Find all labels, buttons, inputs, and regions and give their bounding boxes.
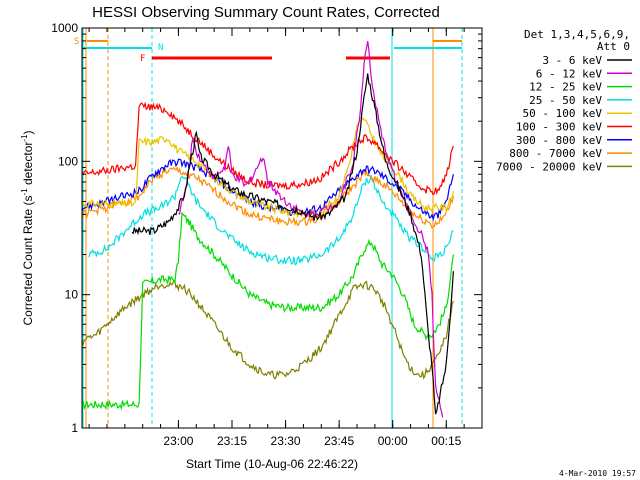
x-tick-label: 00:15 <box>431 434 461 448</box>
x-tick-label: 00:00 <box>378 434 408 448</box>
legend-label-0: 3 - 6 keV <box>542 54 602 67</box>
series-group <box>81 41 454 418</box>
legend-header-line2: Att 0 <box>597 40 630 53</box>
legend-label-6: 300 - 800 keV <box>516 134 602 147</box>
legend-label-7: 800 - 7000 keV <box>509 147 602 160</box>
legend-label-3: 25 - 50 keV <box>529 94 602 107</box>
x-axis-label: Start Time (10-Aug-06 22:46:22) <box>186 457 358 471</box>
legend-header-line1: Det 1,3,4,5,6,9, <box>524 28 630 41</box>
x-tick-label: 23:00 <box>163 434 193 448</box>
x-tick-label: 23:45 <box>324 434 354 448</box>
series-line-3 <box>88 174 454 266</box>
flag-label-f: F <box>140 54 145 64</box>
series-line-6 <box>81 158 454 222</box>
flag-label-s: S <box>74 37 79 47</box>
flag-label-n: N <box>158 43 163 53</box>
chart-title: HESSI Observing Summary Count Rates, Cor… <box>92 4 440 21</box>
legend-label-4: 50 - 100 keV <box>523 107 603 120</box>
y-axis-label: Corrected Count Rate (s-1 detector-1) <box>20 130 35 325</box>
legend-label-2: 12 - 25 keV <box>529 81 602 94</box>
observing-flags: S N F <box>74 28 463 428</box>
series-line-7 <box>81 166 454 229</box>
date-stamp: 4-Mar-2010 19:57 <box>559 469 636 478</box>
plot-frame <box>81 27 483 429</box>
series-line-0 <box>131 73 454 415</box>
y-tick-label: 1000 <box>51 21 78 35</box>
legend-label-1: 6 - 12 keV <box>536 67 603 80</box>
series-line-8 <box>81 279 454 380</box>
x-tick-label: 23:30 <box>271 434 301 448</box>
legend-label-8: 7000 - 20000 keV <box>496 160 602 173</box>
y-tick-label: 100 <box>58 154 78 168</box>
y-tick-label: 10 <box>65 288 79 302</box>
x-axis: 23:00 23:15 23:30 23:45 00:00 00:15 <box>88 28 483 448</box>
series-line-2 <box>81 211 454 411</box>
series-line-5 <box>81 101 454 196</box>
y-tick-label: 1 <box>71 421 78 435</box>
legend-label-5: 100 - 300 keV <box>516 121 602 134</box>
y-axis: 1 10 100 1000 <box>51 21 482 435</box>
x-tick-label: 23:15 <box>217 434 247 448</box>
